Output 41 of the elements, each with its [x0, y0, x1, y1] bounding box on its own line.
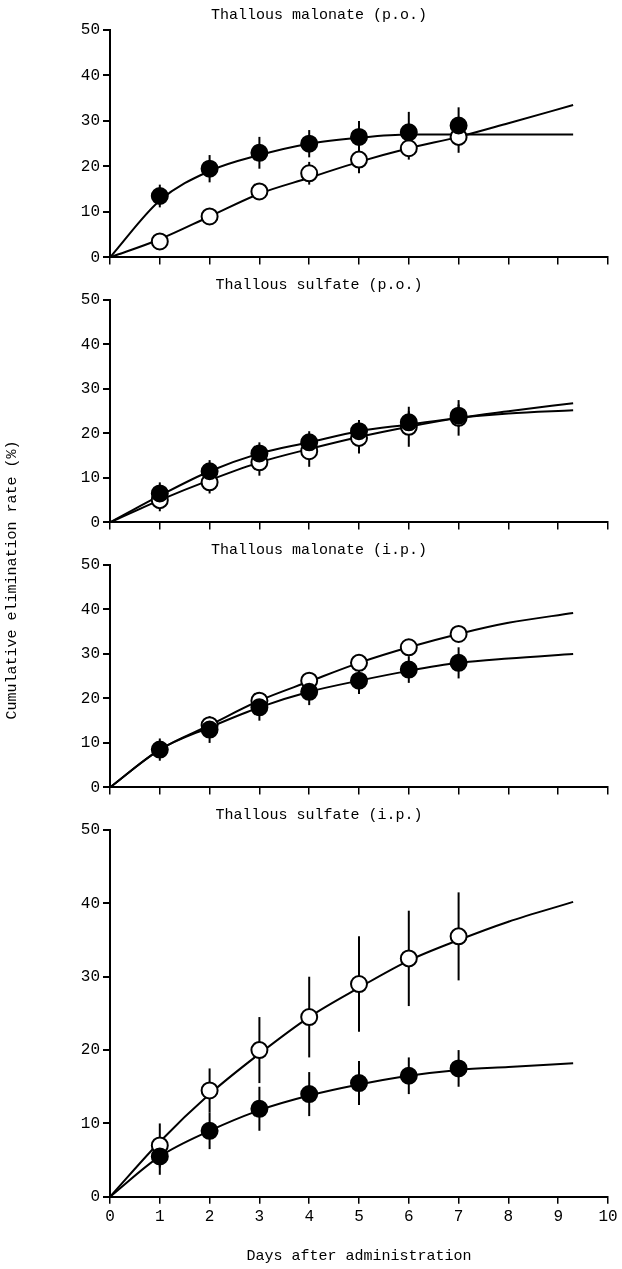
y-tick-label: 40	[80, 335, 100, 354]
y-tick-label: 0	[90, 1188, 100, 1207]
y-tick-label: 40	[80, 600, 100, 619]
y-tick-label: 30	[80, 645, 100, 664]
x-tick-label: 0	[105, 1207, 115, 1226]
x-tick-label: 5	[354, 1207, 364, 1226]
x-tick-label: 4	[304, 1207, 314, 1226]
y-tick-label: 0	[90, 513, 100, 532]
y-tick-label: 50	[80, 291, 100, 310]
y-tick-label: 30	[80, 967, 100, 986]
y-tick-label: 50	[80, 21, 100, 40]
y-tick-label: 20	[80, 157, 100, 176]
y-tick-label: 50	[80, 821, 100, 840]
y-tick-label: 20	[80, 1041, 100, 1060]
y-axis-title: Cumulative elimination rate (%)	[3, 440, 21, 720]
y-tick-label: 40	[80, 894, 100, 913]
y-tick-label: 10	[80, 734, 100, 753]
x-tick-label: 6	[404, 1207, 414, 1226]
chart-title: Thallous sulfate (i.p.)	[215, 806, 423, 824]
chart-title: Thallous malonate (p.o.)	[210, 6, 428, 24]
y-tick-label: 0	[90, 248, 100, 267]
x-tick-label: 10	[598, 1207, 618, 1226]
y-tick-label: 10	[80, 203, 100, 222]
y-tick-label: 20	[80, 424, 100, 443]
x-tick-label: 3	[254, 1207, 265, 1226]
y-tick-label: 30	[80, 112, 100, 131]
y-tick-label: 30	[80, 380, 100, 399]
y-tick-label: 10	[80, 1114, 100, 1133]
y-tick-label: 0	[90, 778, 100, 797]
y-tick-label: 40	[80, 66, 100, 85]
x-tick-label: 7	[453, 1207, 464, 1226]
y-tick-label: 50	[80, 556, 100, 575]
chart-title: Thallous malonate (i.p.)	[210, 541, 428, 559]
y-tick-label: 10	[80, 469, 100, 488]
x-tick-label: 2	[204, 1207, 215, 1226]
x-tick-label: 1	[155, 1207, 165, 1226]
x-axis-title: Days after administration	[246, 1247, 472, 1265]
y-tick-label: 20	[80, 689, 100, 708]
x-tick-label: 9	[553, 1207, 563, 1226]
chart-title: Thallous sulfate (p.o.)	[215, 276, 423, 294]
x-tick-label: 8	[503, 1207, 514, 1226]
